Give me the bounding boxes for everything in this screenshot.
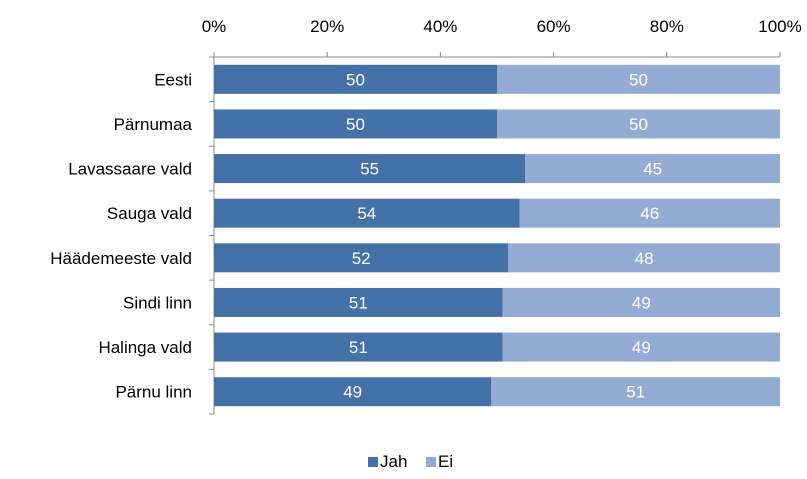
- bar-ei: [497, 109, 780, 139]
- legend-swatch-jah: [368, 457, 378, 467]
- bars: 50 50 50 50 55 45 54 46 52 48 51 49 51 49 49 51: [214, 64, 780, 407]
- data-label: 52: [352, 249, 371, 268]
- x-axis: 0% 20% 40% 60% 80% 100%: [202, 17, 802, 58]
- legend-label: Ei: [438, 452, 453, 471]
- category-label: Häädemeeste vald: [50, 249, 192, 268]
- bar-jah: [214, 154, 526, 184]
- legend-label: Jah: [380, 452, 407, 471]
- category-label: Pärnumaa: [114, 115, 193, 134]
- bar-ei: [502, 332, 780, 362]
- category-label: Halinga vald: [98, 338, 192, 357]
- data-label: 49: [343, 383, 362, 402]
- bar-jah: [214, 64, 497, 94]
- bar-ei: [491, 377, 780, 407]
- data-label: 46: [640, 204, 659, 223]
- data-label: 50: [629, 115, 648, 134]
- data-label: 50: [629, 70, 648, 89]
- data-label: 55: [360, 160, 379, 179]
- data-label: 50: [346, 115, 365, 134]
- data-label: 51: [349, 338, 368, 357]
- bar-ei: [519, 198, 780, 228]
- data-label: 54: [357, 204, 376, 223]
- category-label: Sauga vald: [107, 204, 192, 223]
- bar-jah: [214, 109, 497, 139]
- bar-jah: [214, 243, 509, 273]
- legend-swatch-ei: [426, 457, 436, 467]
- x-tick-label: 80%: [650, 17, 684, 36]
- bar-ei: [508, 243, 780, 273]
- data-label: 49: [632, 293, 651, 312]
- y-axis: Eesti Pärnumaa Lavassaare vald Sauga vald Hä…: [50, 56, 215, 415]
- legend: Jah Ei: [368, 452, 453, 471]
- x-tick-label: 0%: [202, 17, 227, 36]
- category-label: Lavassaare vald: [68, 160, 192, 179]
- x-tick-label: 20%: [310, 17, 344, 36]
- bar-jah: [214, 377, 492, 407]
- data-label: 51: [626, 383, 645, 402]
- bar-jah: [214, 332, 503, 362]
- x-tick-label: 60%: [537, 17, 571, 36]
- data-label: 50: [346, 70, 365, 89]
- x-tick-label: 100%: [758, 17, 801, 36]
- data-label: 51: [349, 293, 368, 312]
- data-label: 45: [643, 160, 662, 179]
- data-label: 49: [632, 338, 651, 357]
- category-label: Eesti: [154, 70, 192, 89]
- category-label: Pärnu linn: [115, 383, 192, 402]
- x-tick-label: 40%: [423, 17, 457, 36]
- category-label: Sindi linn: [123, 293, 192, 312]
- bar-jah: [214, 198, 520, 228]
- data-label: 48: [635, 249, 654, 268]
- bar-ei: [502, 287, 780, 317]
- bar-jah: [214, 287, 503, 317]
- bar-ei: [525, 154, 780, 184]
- bar-ei: [497, 64, 780, 94]
